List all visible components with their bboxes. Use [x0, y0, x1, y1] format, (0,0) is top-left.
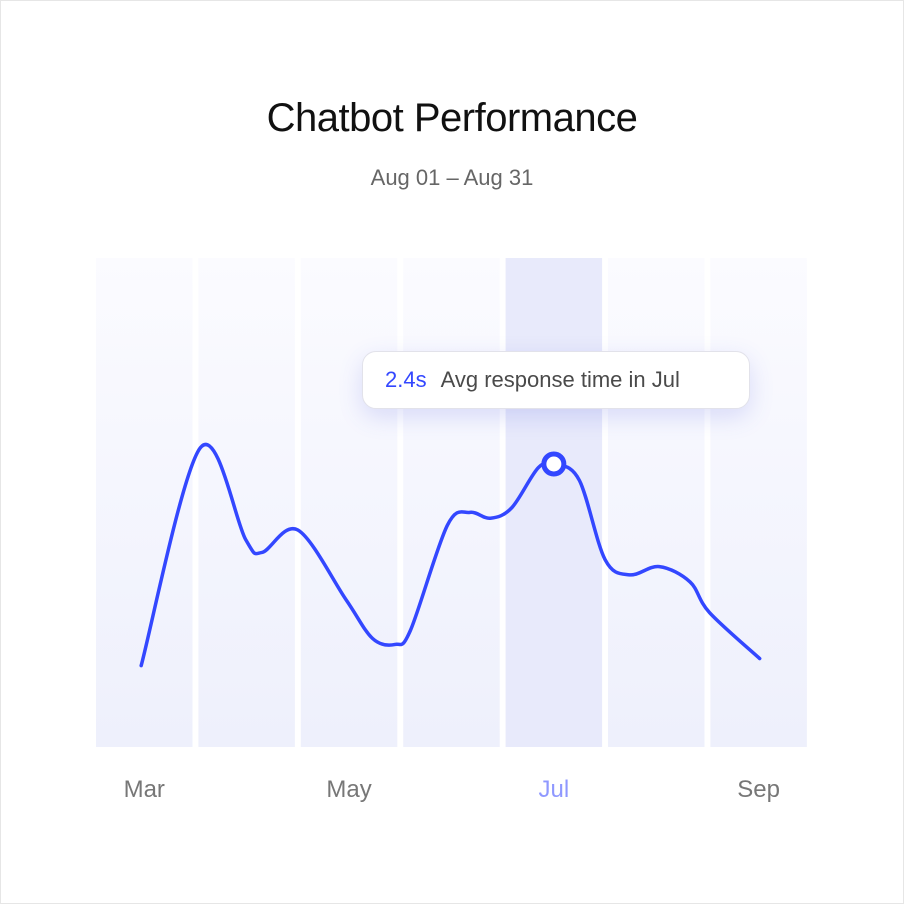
chart-subtitle: Aug 01 – Aug 31 — [370, 165, 534, 190]
x-tick-label-jul: Jul — [538, 776, 570, 803]
x-tick-label-may: May — [326, 776, 372, 803]
x-tick-label-sep: Sep — [737, 776, 780, 803]
column-jun[interactable] — [403, 258, 500, 747]
column-sep[interactable] — [710, 258, 807, 747]
x-tick-label-mar: Mar — [123, 776, 165, 803]
column-mar[interactable] — [96, 258, 193, 747]
column-aug[interactable] — [608, 258, 705, 747]
tooltip-text: Avg response time in Jul — [440, 367, 680, 392]
series-line — [139, 442, 762, 668]
tooltip: 2.4s Avg response time in Jul — [362, 351, 750, 409]
chart-title: Chatbot Performance — [266, 96, 638, 140]
tooltip-value: 2.4s — [385, 367, 427, 392]
highlight-point[interactable] — [541, 451, 567, 477]
column-apr[interactable] — [198, 258, 295, 747]
column-may[interactable] — [300, 258, 398, 747]
